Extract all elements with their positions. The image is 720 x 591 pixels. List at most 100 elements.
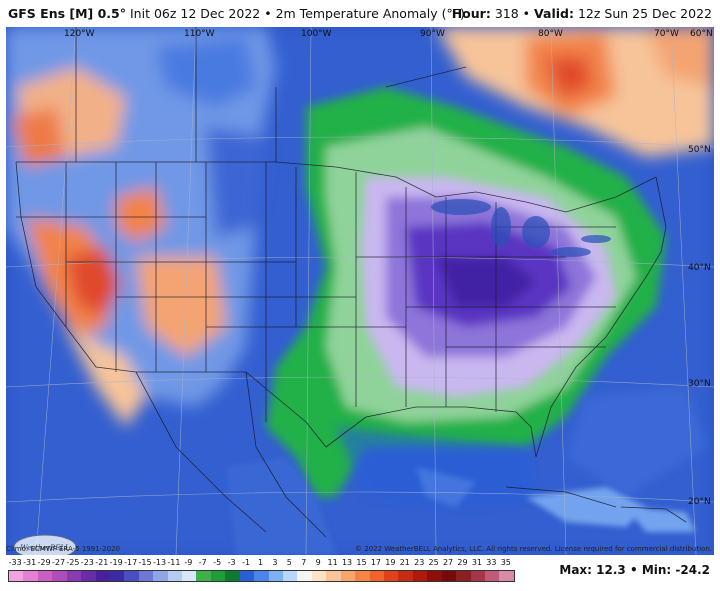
scale-swatch bbox=[109, 571, 125, 581]
scale-tick-label: 9 bbox=[315, 558, 321, 567]
scale-tick-label: 29 bbox=[457, 558, 468, 567]
scale-swatch bbox=[268, 571, 284, 581]
valid-label: Valid: bbox=[534, 6, 574, 21]
color-scale: -33 -31 -29 -27 -25 -23 -21 -19 -17 -15 -13 -11 -9 -7… bbox=[8, 558, 518, 590]
scale-tick-label: 31 bbox=[471, 558, 483, 567]
scale-tick-label: -27 bbox=[51, 558, 66, 567]
scale-swatch bbox=[124, 571, 139, 581]
scale-swatch bbox=[81, 571, 96, 581]
scale-swatch bbox=[239, 571, 255, 581]
scale-swatch bbox=[311, 571, 327, 581]
lon-label-70w: 70°W bbox=[654, 29, 679, 39]
scale-tick-label: -9 bbox=[184, 558, 193, 567]
scale-swatch bbox=[383, 571, 399, 581]
scale-tick-label: -7 bbox=[198, 558, 207, 567]
scale-swatch bbox=[210, 571, 226, 581]
min-label: Min: bbox=[641, 563, 672, 577]
scale-tick-label: -19 bbox=[109, 558, 123, 567]
scale-swatch bbox=[340, 571, 356, 581]
scale-swatch bbox=[398, 571, 413, 581]
scale-swatch bbox=[254, 571, 269, 581]
scale-tick-label: 23 bbox=[414, 558, 425, 567]
model-name: GFS Ens [M] 0.5° bbox=[8, 6, 126, 21]
scale-tick-label: 3 bbox=[272, 558, 278, 567]
scale-swatch bbox=[225, 571, 240, 581]
scale-tick-label: -13 bbox=[152, 558, 167, 567]
scale-tick-label: 7 bbox=[301, 558, 307, 567]
scale-swatch bbox=[37, 571, 53, 581]
title-separator: • bbox=[264, 6, 276, 21]
lat-label-30n: 30°N bbox=[688, 379, 711, 389]
scale-swatch bbox=[153, 571, 168, 581]
map-svg bbox=[6, 27, 714, 555]
lat-label-40n: 40°N bbox=[688, 263, 711, 273]
lon-label-90w: 90°W bbox=[420, 29, 445, 39]
valid-time: Hour: 318 • Valid: 12z Sun 25 Dec 2022 bbox=[451, 6, 712, 21]
scale-swatch bbox=[23, 571, 38, 581]
scale-swatch bbox=[138, 571, 154, 581]
lon-label-80w: 80°W bbox=[538, 29, 563, 39]
copyright-note: © 2022 WeatherBELL Analytics, LLC. All r… bbox=[355, 545, 712, 553]
header-bar: GFS Ens [M] 0.5° Init 06z 12 Dec 2022 • … bbox=[0, 0, 720, 26]
scale-tick-label: -31 bbox=[23, 558, 37, 567]
lat-label-50n: 50°N bbox=[688, 145, 711, 155]
northeast-anomaly-field bbox=[436, 27, 714, 157]
scale-tick-label: -21 bbox=[95, 558, 109, 567]
scale-tick-label: -17 bbox=[124, 558, 138, 567]
scale-swatch bbox=[95, 571, 110, 581]
scale-tick-label: -33 bbox=[8, 558, 22, 567]
lon-label-120w: 120°W bbox=[64, 29, 95, 39]
scale-tick-label: 27 bbox=[442, 558, 454, 567]
scale-tick-labels: -33 -31 -29 -27 -25 -23 -21 -19 -17 -15 -13 -11 -9 -7… bbox=[8, 558, 518, 569]
scale-tick-label: 5 bbox=[286, 558, 292, 567]
scale-tick-label: -1 bbox=[242, 558, 251, 567]
scale-tick-label: 1 bbox=[257, 558, 264, 567]
svg-text:WeatherBELL: WeatherBELL bbox=[20, 544, 70, 552]
scale-tick-label: 13 bbox=[341, 558, 353, 567]
scale-tick-label: -15 bbox=[138, 558, 152, 567]
scale-swatch bbox=[182, 571, 197, 581]
temperature-anomaly-map: 120°W 110°W 100°W 90°W 80°W 70°W 60°N 50… bbox=[6, 27, 714, 555]
lon-label-100w: 100°W bbox=[301, 29, 332, 39]
map-title: GFS Ens [M] 0.5° Init 06z 12 Dec 2022 • … bbox=[8, 6, 465, 21]
scale-swatch bbox=[499, 571, 514, 581]
scale-swatch bbox=[52, 571, 67, 581]
max-min-readout: Max: 12.3 • Min: -24.2 bbox=[559, 563, 710, 577]
scale-swatch bbox=[355, 571, 370, 581]
min-value: -24.2 bbox=[675, 563, 710, 577]
scale-swatch bbox=[484, 571, 500, 581]
scale-swatch bbox=[66, 571, 82, 581]
scale-tick-label: 25 bbox=[428, 558, 439, 567]
scale-swatch bbox=[167, 571, 183, 581]
scale-tick-label: -29 bbox=[37, 558, 51, 567]
scale-swatch bbox=[283, 571, 298, 581]
variable-name: 2m Temperature Anomaly (°F) bbox=[275, 6, 465, 21]
hour-value: 318 bbox=[494, 6, 519, 21]
scale-tick-label: 19 bbox=[385, 558, 396, 567]
max-value: 12.3 bbox=[596, 563, 626, 577]
scale-swatch bbox=[326, 571, 341, 581]
scale-tick-label: 15 bbox=[356, 558, 367, 567]
scale-tick-label: 17 bbox=[370, 558, 382, 567]
scale-tick-label: -25 bbox=[66, 558, 80, 567]
scale-swatch bbox=[9, 571, 24, 581]
scale-tick-label: -23 bbox=[80, 558, 94, 567]
great-lakes bbox=[431, 199, 611, 257]
weatherbell-logo: WeatherBELL bbox=[12, 532, 78, 555]
hour-label: Hour: bbox=[451, 6, 491, 21]
scale-tick-label: 11 bbox=[327, 558, 338, 567]
scale-swatch bbox=[441, 571, 457, 581]
scale-swatch bbox=[369, 571, 384, 581]
lat-label-60n: 60°N bbox=[690, 29, 713, 39]
scale-swatch bbox=[470, 571, 485, 581]
scale-tick-label: 21 bbox=[399, 558, 410, 567]
max-label: Max: bbox=[559, 563, 592, 577]
lat-label-20n: 20°N bbox=[688, 497, 711, 507]
scale-swatch bbox=[427, 571, 442, 581]
valid-value: 12z Sun 25 Dec 2022 bbox=[577, 6, 712, 21]
scale-colorbar bbox=[8, 570, 515, 582]
scale-tick-label: -11 bbox=[167, 558, 181, 567]
climo-note: Climo: ECMWF ERA-5 1991-2020 bbox=[6, 545, 120, 553]
lon-label-110w: 110°W bbox=[184, 29, 215, 39]
scale-swatch bbox=[196, 571, 211, 581]
